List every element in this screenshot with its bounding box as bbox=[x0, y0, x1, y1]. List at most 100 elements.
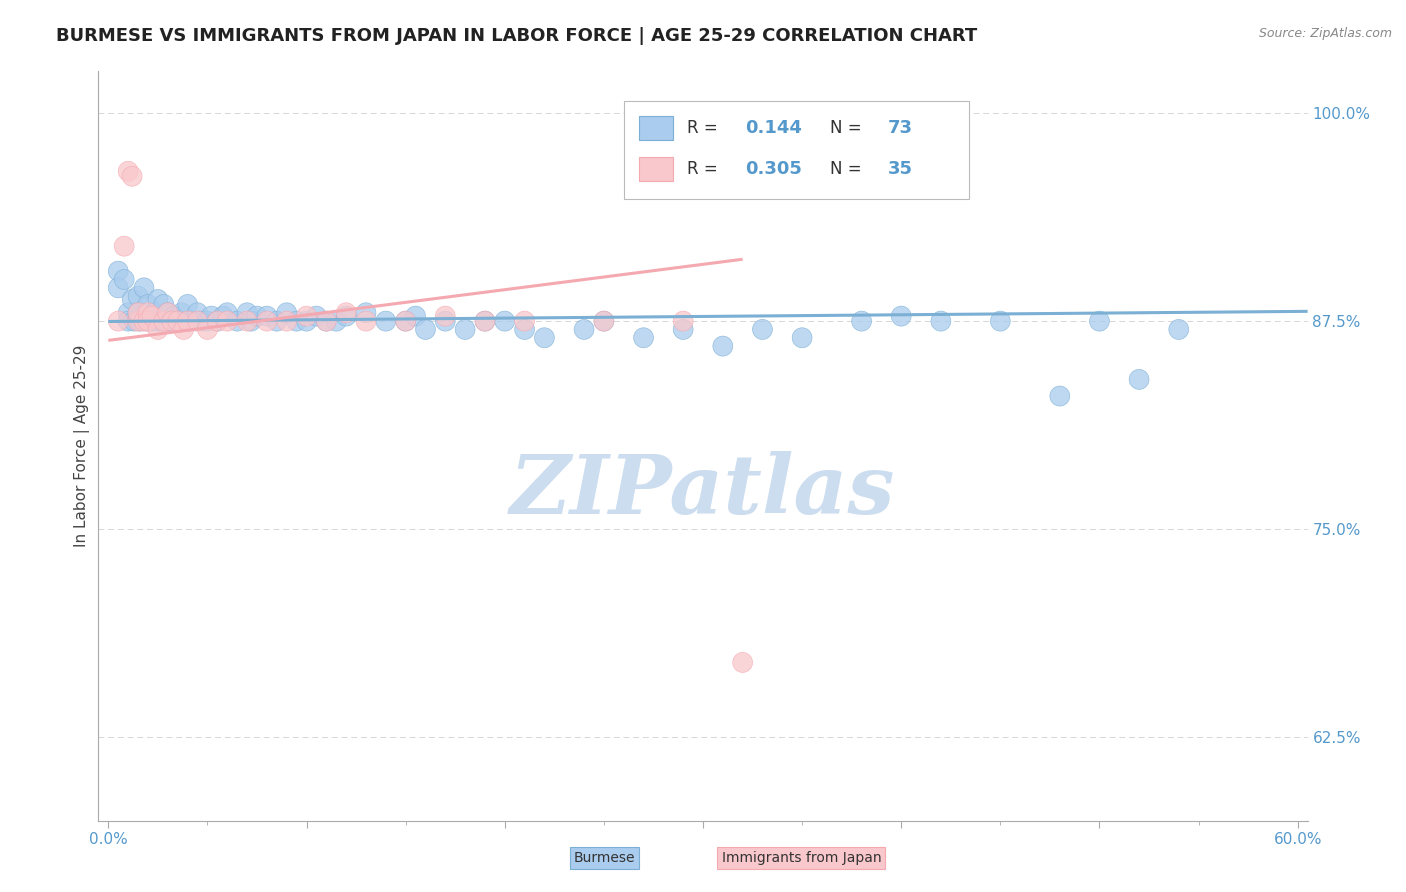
Ellipse shape bbox=[287, 311, 307, 331]
Ellipse shape bbox=[534, 327, 554, 348]
Ellipse shape bbox=[118, 302, 138, 323]
Text: Immigrants from Japan: Immigrants from Japan bbox=[721, 851, 882, 865]
Ellipse shape bbox=[148, 290, 167, 310]
Ellipse shape bbox=[197, 311, 218, 331]
Ellipse shape bbox=[138, 302, 157, 323]
Ellipse shape bbox=[792, 327, 813, 348]
Ellipse shape bbox=[162, 311, 181, 331]
Ellipse shape bbox=[436, 311, 456, 331]
Ellipse shape bbox=[277, 311, 297, 331]
Ellipse shape bbox=[406, 306, 426, 326]
Ellipse shape bbox=[208, 311, 228, 331]
Ellipse shape bbox=[515, 311, 534, 331]
Ellipse shape bbox=[297, 306, 316, 326]
Ellipse shape bbox=[124, 311, 143, 331]
Ellipse shape bbox=[316, 311, 336, 331]
Ellipse shape bbox=[673, 311, 693, 331]
Ellipse shape bbox=[191, 311, 211, 331]
Ellipse shape bbox=[593, 311, 614, 331]
FancyBboxPatch shape bbox=[638, 116, 673, 139]
Ellipse shape bbox=[214, 306, 233, 326]
Ellipse shape bbox=[108, 277, 128, 298]
Ellipse shape bbox=[574, 319, 593, 340]
Text: Burmese: Burmese bbox=[574, 851, 636, 865]
Ellipse shape bbox=[456, 319, 475, 340]
Ellipse shape bbox=[134, 277, 153, 298]
Ellipse shape bbox=[1129, 369, 1149, 390]
Ellipse shape bbox=[733, 652, 752, 673]
Ellipse shape bbox=[336, 302, 356, 323]
Y-axis label: In Labor Force | Age 25-29: In Labor Force | Age 25-29 bbox=[75, 345, 90, 547]
Text: BURMESE VS IMMIGRANTS FROM JAPAN IN LABOR FORCE | AGE 25-29 CORRELATION CHART: BURMESE VS IMMIGRANTS FROM JAPAN IN LABO… bbox=[56, 27, 977, 45]
Text: R =: R = bbox=[688, 119, 723, 136]
FancyBboxPatch shape bbox=[624, 102, 969, 199]
Ellipse shape bbox=[238, 302, 257, 323]
Ellipse shape bbox=[148, 319, 167, 340]
Ellipse shape bbox=[891, 306, 911, 326]
Ellipse shape bbox=[238, 311, 257, 331]
Ellipse shape bbox=[208, 311, 228, 331]
Ellipse shape bbox=[177, 311, 197, 331]
Ellipse shape bbox=[267, 311, 287, 331]
Ellipse shape bbox=[114, 269, 134, 290]
Ellipse shape bbox=[128, 302, 148, 323]
Ellipse shape bbox=[713, 336, 733, 356]
Ellipse shape bbox=[1168, 319, 1188, 340]
Ellipse shape bbox=[1090, 311, 1109, 331]
Ellipse shape bbox=[162, 311, 181, 331]
Ellipse shape bbox=[395, 311, 416, 331]
Ellipse shape bbox=[375, 311, 395, 331]
Ellipse shape bbox=[142, 311, 162, 331]
Ellipse shape bbox=[122, 290, 142, 310]
Text: ZIPatlas: ZIPatlas bbox=[510, 451, 896, 531]
Ellipse shape bbox=[495, 311, 515, 331]
Ellipse shape bbox=[416, 319, 436, 340]
Ellipse shape bbox=[257, 306, 277, 326]
Ellipse shape bbox=[138, 311, 157, 331]
Ellipse shape bbox=[218, 302, 238, 323]
Ellipse shape bbox=[752, 319, 772, 340]
Ellipse shape bbox=[673, 319, 693, 340]
Ellipse shape bbox=[128, 302, 148, 323]
Ellipse shape bbox=[475, 311, 495, 331]
Ellipse shape bbox=[114, 236, 134, 256]
Ellipse shape bbox=[436, 306, 456, 326]
Ellipse shape bbox=[326, 311, 346, 331]
Ellipse shape bbox=[307, 306, 326, 326]
Text: N =: N = bbox=[830, 119, 868, 136]
Ellipse shape bbox=[316, 311, 336, 331]
Ellipse shape bbox=[153, 311, 174, 331]
Ellipse shape bbox=[242, 311, 262, 331]
Ellipse shape bbox=[515, 319, 534, 340]
Ellipse shape bbox=[134, 311, 153, 331]
Text: Source: ZipAtlas.com: Source: ZipAtlas.com bbox=[1258, 27, 1392, 40]
Text: R =: R = bbox=[688, 160, 723, 178]
Text: 35: 35 bbox=[889, 160, 912, 178]
Ellipse shape bbox=[167, 311, 187, 331]
Ellipse shape bbox=[122, 166, 142, 186]
Ellipse shape bbox=[167, 311, 187, 331]
Ellipse shape bbox=[128, 311, 148, 331]
Ellipse shape bbox=[1050, 386, 1070, 406]
Ellipse shape bbox=[108, 311, 128, 331]
Ellipse shape bbox=[138, 294, 157, 315]
Text: 0.144: 0.144 bbox=[745, 119, 803, 136]
Ellipse shape bbox=[138, 311, 157, 331]
Ellipse shape bbox=[152, 311, 172, 331]
Ellipse shape bbox=[990, 311, 1011, 331]
Text: N =: N = bbox=[830, 160, 868, 178]
Ellipse shape bbox=[131, 311, 150, 331]
Ellipse shape bbox=[475, 311, 495, 331]
Ellipse shape bbox=[395, 311, 416, 331]
Text: 73: 73 bbox=[889, 119, 912, 136]
Ellipse shape bbox=[177, 311, 197, 331]
Ellipse shape bbox=[257, 311, 277, 331]
Ellipse shape bbox=[634, 327, 654, 348]
Ellipse shape bbox=[153, 294, 174, 315]
Ellipse shape bbox=[157, 311, 177, 331]
Text: 0.305: 0.305 bbox=[745, 160, 803, 178]
Ellipse shape bbox=[157, 302, 177, 323]
Ellipse shape bbox=[228, 311, 247, 331]
Ellipse shape bbox=[118, 311, 138, 331]
Ellipse shape bbox=[197, 319, 218, 340]
